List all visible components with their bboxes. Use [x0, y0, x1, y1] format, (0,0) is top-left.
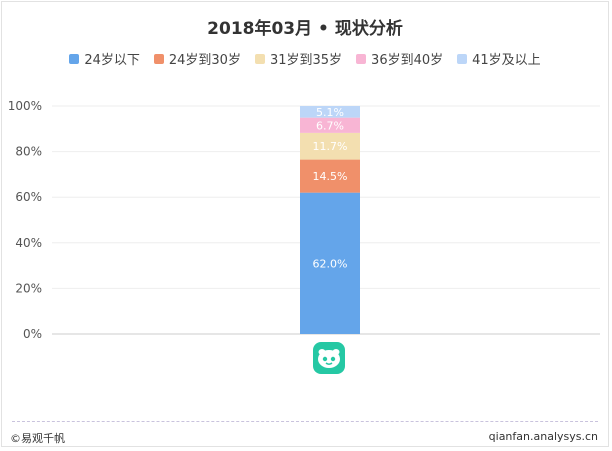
legend-swatch [356, 53, 367, 64]
bar-segment [300, 106, 360, 118]
legend-swatch [153, 53, 164, 64]
legend-item[interactable]: 31岁到35岁 [254, 49, 343, 68]
site-url[interactable]: qianfan.analysys.cn [488, 430, 598, 443]
legend-item[interactable]: 41岁及以上 [457, 49, 541, 68]
chart-legend: 24岁以下 24岁到30岁 31岁到35岁 36岁到40岁 41岁及以上 [2, 49, 608, 68]
legend-item[interactable]: 24岁以下 [69, 49, 140, 68]
legend-swatch [254, 53, 265, 64]
legend-label: 41岁及以上 [472, 53, 541, 68]
bar-segment [300, 192, 360, 334]
legend-label: 36岁到40岁 [371, 53, 444, 68]
legend-item[interactable]: 36岁到40岁 [356, 49, 443, 68]
chart-title: 2018年03月 • 现状分析 [207, 19, 403, 39]
data-label: 11.7% [313, 140, 348, 153]
app-logo-icon [313, 342, 345, 374]
data-label: 62.0% [313, 257, 348, 270]
y-tick-label: 80% [15, 145, 42, 159]
bar-segment [300, 117, 360, 133]
footer-divider [12, 421, 598, 422]
legend-swatch [457, 53, 468, 64]
data-label: 5.1% [316, 106, 344, 119]
brand-label: ©易观千帆 [10, 432, 65, 445]
y-tick-label: 60% [15, 190, 42, 204]
y-tick-label: 100% [8, 99, 42, 113]
legend-label: 24岁到30岁 [168, 53, 241, 68]
legend-label: 24岁以下 [84, 53, 140, 68]
legend-label: 31岁到35岁 [269, 53, 343, 68]
legend-swatch [69, 53, 80, 64]
data-label: 14.5% [313, 170, 348, 183]
data-label: 6.7% [316, 119, 344, 132]
bar-segment [300, 132, 360, 160]
legend-item[interactable]: 24岁到30岁 [153, 49, 241, 68]
y-tick-label: 0% [23, 327, 42, 341]
bar-segment [300, 159, 360, 193]
y-tick-label: 40% [15, 236, 42, 250]
y-tick-label: 20% [15, 281, 42, 295]
